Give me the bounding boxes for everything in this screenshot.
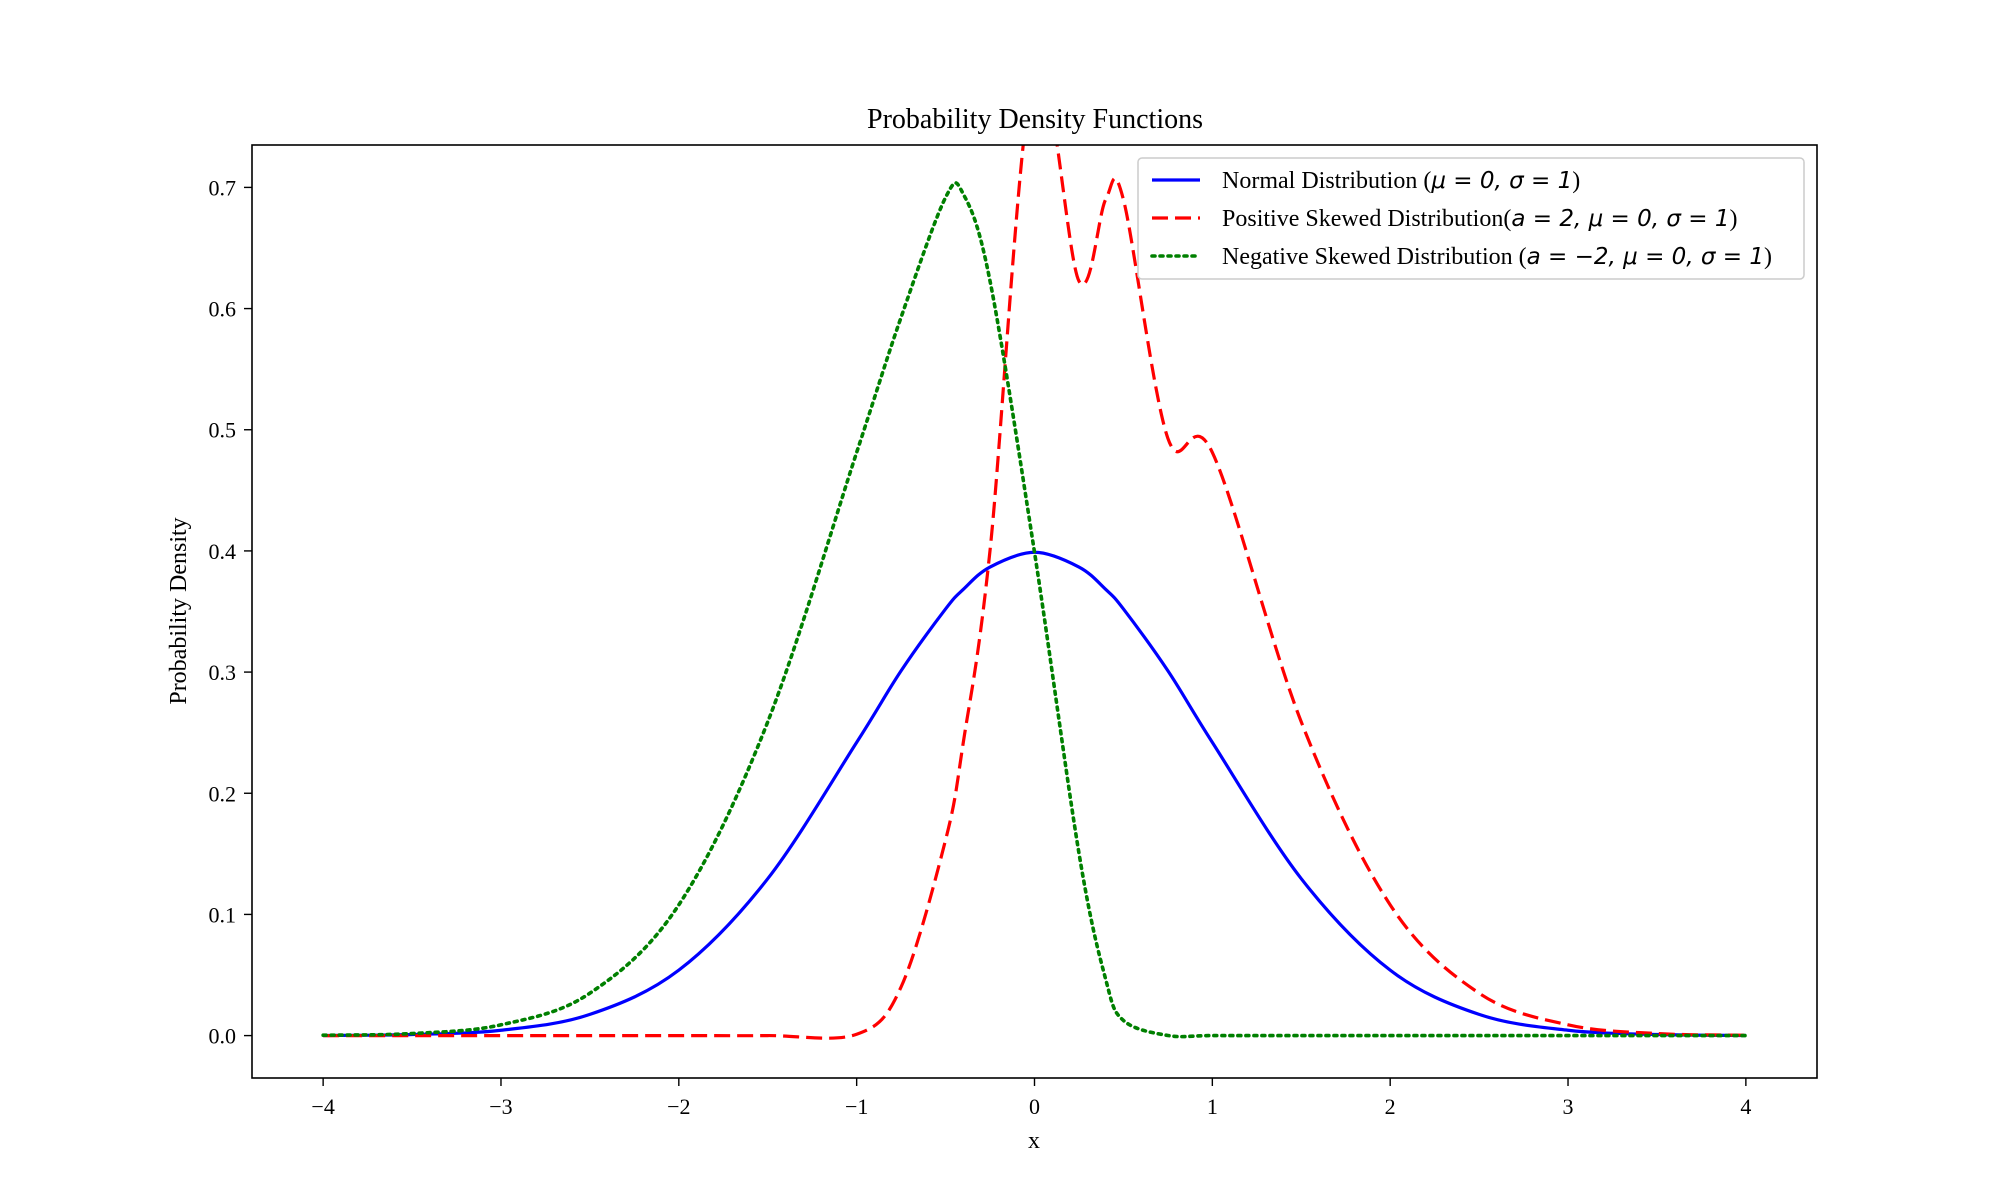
x-axis: −4 −3 −2 −1 0 1 2 3 4 (311, 1078, 1751, 1119)
x-tick-label: −3 (489, 1094, 512, 1119)
legend-box (1137, 157, 1805, 280)
chart-title: Probability Density Functions (867, 104, 1203, 135)
x-tick-label: −4 (311, 1094, 334, 1119)
x-tick-label: 1 (1207, 1094, 1218, 1119)
x-axis-label: x (1028, 1128, 1040, 1154)
series-line-3 (321, 181, 1748, 1039)
series-layer (321, 145, 1748, 1040)
y-tick-label: 0.5 (209, 418, 237, 443)
x-tick-label: 3 (1563, 1094, 1574, 1119)
y-tick-label: 0.6 (209, 297, 237, 322)
y-axis-label: Probability Density (166, 517, 192, 704)
y-tick-label: 0.4 (209, 539, 237, 564)
legend: Normal Distribution (μ = 0, σ = 1) Positi… (1137, 157, 1805, 280)
y-tick-label: 0.2 (209, 781, 237, 806)
y-tick-label: 0.7 (209, 175, 237, 200)
y-tick-label: 0.3 (209, 660, 237, 685)
x-tick-label: −2 (667, 1094, 690, 1119)
series-line-2 (323, 145, 1746, 1040)
x-tick-label: 4 (1740, 1094, 1751, 1119)
legend-label-2: Positive Skewed Distribution(a = 2, μ = … (1222, 206, 1737, 232)
y-tick-label: 0.1 (209, 902, 237, 927)
y-tick-label: 0.0 (209, 1024, 237, 1049)
legend-label-3: Negative Skewed Distribution (a = −2, μ … (1222, 244, 1772, 270)
y-axis: 0.0 0.1 0.2 0.3 0.4 0.5 0.6 0.7 (209, 175, 252, 1049)
x-tick-label: 2 (1385, 1094, 1396, 1119)
x-tick-label: 0 (1029, 1094, 1040, 1119)
x-tick-label: −1 (845, 1094, 868, 1119)
legend-label-1: Normal Distribution (μ = 0, σ = 1) (1222, 168, 1580, 194)
